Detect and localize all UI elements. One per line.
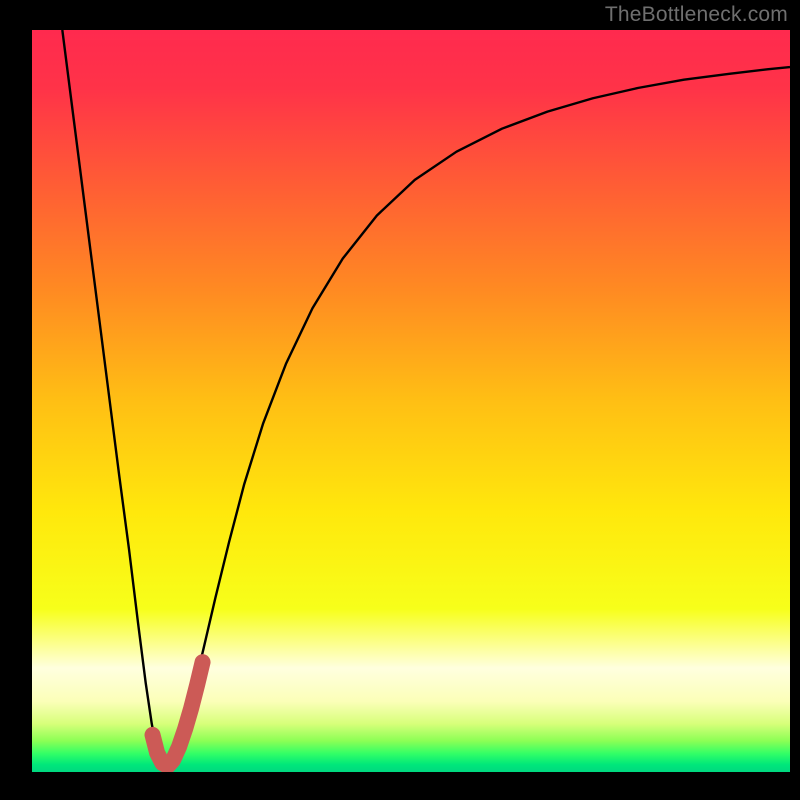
curve-layer (32, 30, 790, 772)
watermark-text: TheBottleneck.com (605, 3, 788, 27)
plot-area (32, 30, 790, 772)
chart-frame (0, 0, 800, 800)
highlight-segment (153, 662, 203, 766)
bottleneck-curve (62, 30, 790, 768)
